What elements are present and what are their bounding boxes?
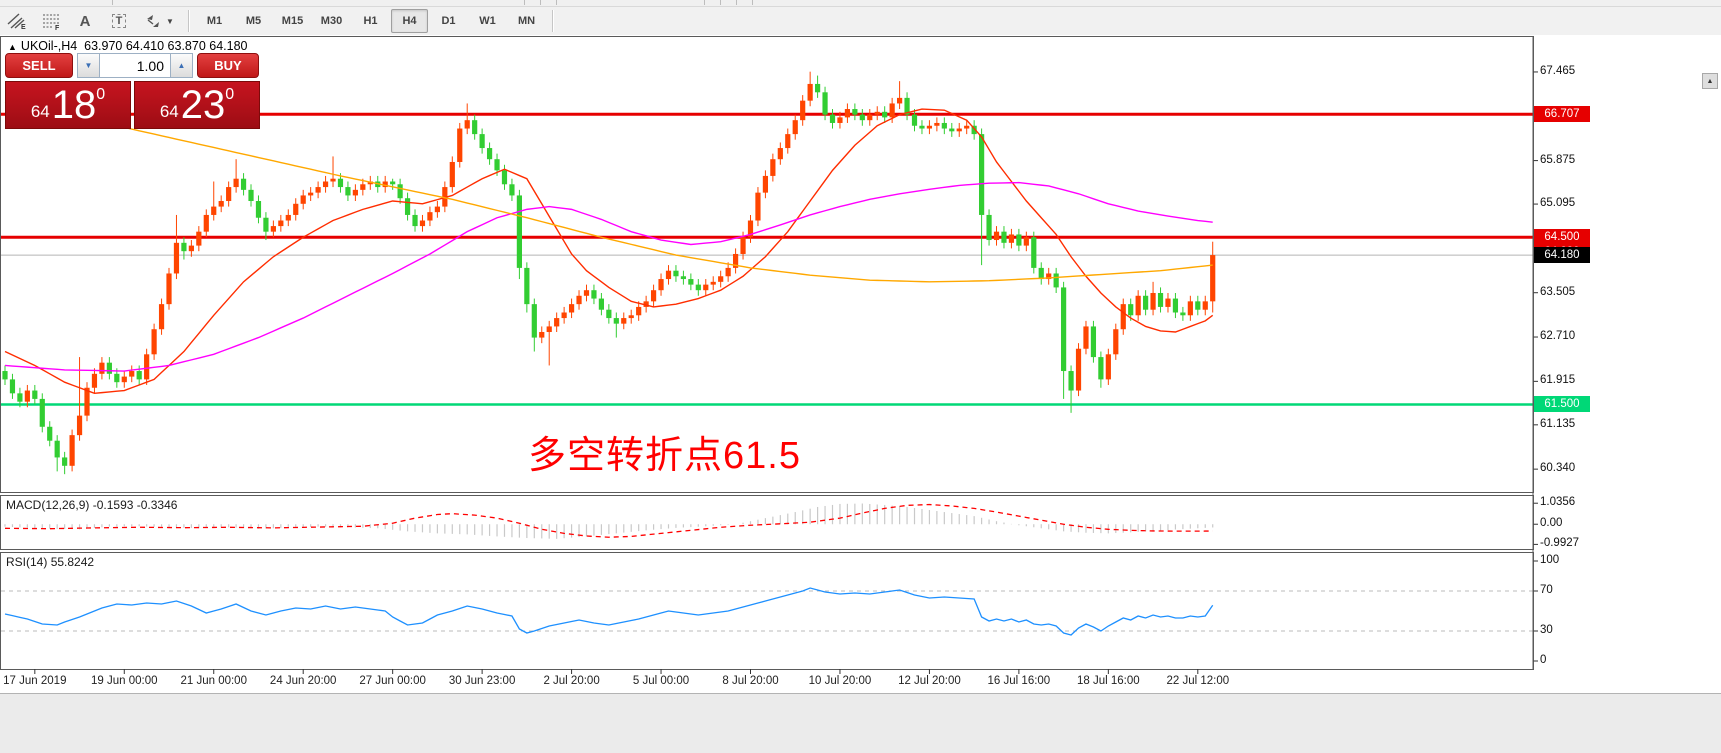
bid-pips: 18 — [51, 83, 97, 127]
bid-point: 0 — [96, 86, 106, 103]
symbol-collapse-arrow[interactable]: ▲ — [8, 42, 17, 52]
text-label-icon[interactable]: T — [103, 8, 135, 34]
volume-decrease-button[interactable]: ▼ — [77, 53, 100, 78]
tf-button-MN[interactable]: MN — [517, 15, 536, 27]
status-strip — [0, 693, 1721, 753]
main-toolbar: E F A T ▼ M1 M5 M15 M30 H1 H4 D1 W1 MN — [0, 7, 1721, 36]
quote-header: ▲ UKOil-,H4 63.970 64.410 63.870 64.180 — [8, 39, 248, 53]
chart-text-annotation: 多空转折点61.5 — [528, 435, 801, 477]
svg-text:F: F — [55, 25, 60, 30]
candles-layer — [2, 71, 1216, 475]
tf-button-D1[interactable]: D1 — [441, 15, 456, 27]
one-click-trade-widget: SELL ▼ ▲ BUY 64 18 0 64 23 0 — [5, 53, 263, 129]
upper-toolbar-sliver — [0, 0, 1721, 7]
macd-pane[interactable] — [0, 495, 1534, 550]
equidistant-channel-icon[interactable]: E — [1, 8, 33, 34]
tf-button-H4[interactable]: H4 — [391, 9, 428, 33]
arrow-tools-icon[interactable]: ▼ — [137, 8, 181, 34]
sell-button[interactable]: SELL — [5, 53, 73, 78]
rsi-pane[interactable] — [0, 552, 1534, 670]
bid-price-panel[interactable]: 64 18 0 — [5, 81, 131, 129]
symbol-period-label: UKOil-,H4 — [20, 39, 78, 53]
ask-pips: 23 — [180, 83, 226, 127]
fibonacci-icon[interactable]: F — [35, 8, 67, 34]
ohlc-values: 63.970 64.410 63.870 64.180 — [84, 39, 248, 53]
tf-button-H1[interactable]: H1 — [363, 15, 378, 27]
timeframe-toolbar: M1 M5 M15 M30 H1 H4 D1 W1 MN — [195, 9, 546, 33]
buy-button[interactable]: BUY — [197, 53, 259, 78]
tf-button-M1[interactable]: M1 — [206, 15, 223, 27]
tf-button-M30[interactable]: M30 — [320, 15, 343, 27]
tf-button-M5[interactable]: M5 — [245, 15, 262, 27]
chart-window: 67.465 65.875 65.095 63.505 62.710 61.915 61.1… — [0, 35, 1721, 693]
tf-button-M15[interactable]: M15 — [281, 15, 304, 27]
bid-integer: 64 — [30, 102, 50, 121]
svg-text:E: E — [21, 24, 26, 30]
scroll-up-button[interactable]: ▲ — [1702, 73, 1718, 89]
chart-canvas[interactable] — [0, 35, 1721, 693]
volume-increase-button[interactable]: ▲ — [170, 53, 193, 78]
tf-button-W1[interactable]: W1 — [479, 15, 496, 27]
text-icon[interactable]: A — [79, 12, 91, 30]
volume-input[interactable] — [100, 53, 170, 78]
ask-integer: 64 — [159, 102, 179, 121]
ask-price-panel[interactable]: 64 23 0 — [134, 81, 260, 129]
ask-point: 0 — [225, 86, 235, 103]
chevron-down-icon: ▼ — [166, 16, 174, 26]
